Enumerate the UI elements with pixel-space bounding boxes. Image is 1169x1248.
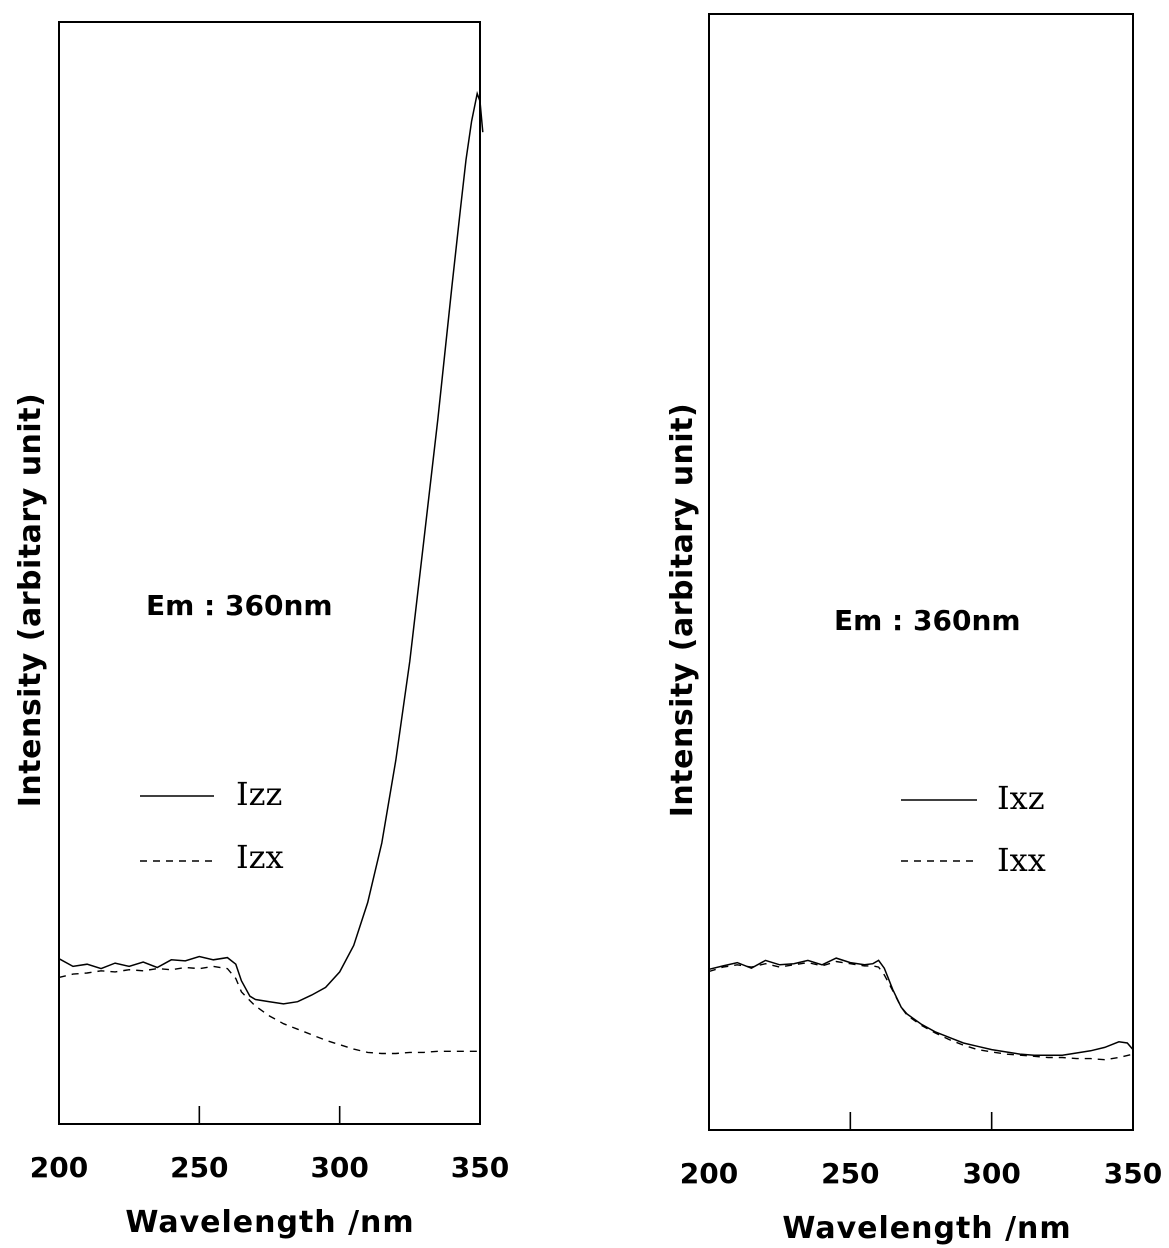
series-right [708,957,1134,1061]
chart-right: 200 250 300 350 Intensity (arbitary unit) W… [665,13,1162,1246]
legend-left: Izz Izx [140,775,284,876]
x-ticks-left: 200 250 300 350 [30,1106,509,1184]
plot-frame-left [58,21,481,1125]
x-tick-label-250: 250 [821,1157,879,1190]
x-axis-label-left: Wavelength /nm [125,1205,414,1240]
y-axis-label-left: Intensity (arbitary unit) [13,393,48,807]
series-line-ixx [708,960,1134,1061]
x-tick-label-300: 300 [310,1151,368,1184]
series-line-izx [58,965,480,1055]
legend-right: Ixz Ixx [901,779,1046,879]
series-line-izz [58,90,484,1005]
legend-label-ixx: Ixx [997,841,1046,879]
series-line-ixz [708,957,1134,1056]
x-tick-label-350: 350 [1104,1157,1162,1190]
annotation-left: Em : 360nm [146,589,333,622]
legend-label-ixz: Ixz [997,779,1045,817]
y-axis-label-right: Intensity (arbitary unit) [665,403,700,817]
x-tick-label-200: 200 [680,1157,738,1190]
chart-left: 200 250 300 350 Intensity (arbitary unit) W… [13,21,509,1240]
annotation-right: Em : 360nm [834,604,1021,637]
x-axis-label-right: Wavelength /nm [782,1211,1071,1246]
legend-label-izx: Izx [236,838,284,876]
series-left [58,90,484,1055]
x-ticks-right: 200 250 300 350 [680,1112,1162,1190]
x-tick-label-300: 300 [962,1157,1020,1190]
x-tick-label-250: 250 [170,1151,228,1184]
x-tick-label-350: 350 [451,1151,509,1184]
x-tick-label-200: 200 [30,1151,88,1184]
plot-frame-right [708,13,1134,1131]
legend-label-izz: Izz [236,775,282,813]
